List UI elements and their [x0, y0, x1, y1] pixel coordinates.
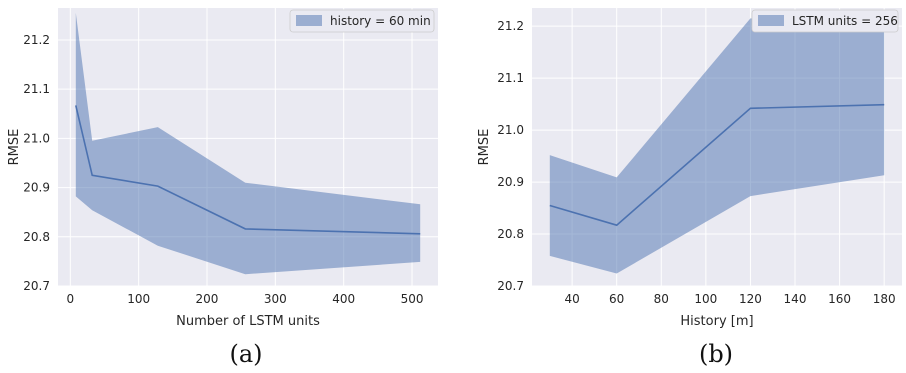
confidence-band-a — [75, 12, 421, 275]
tick-labels-a: 0 100 200 300 400 500 20.7 20.8 20.9 21.0 21.1 21.2 — [23, 33, 423, 306]
x-axis-label-b: History [m] — [680, 314, 753, 329]
legend-swatch-a — [296, 15, 322, 26]
legend-label-a: history = 60 min — [330, 14, 431, 28]
x-tick-label: 300 — [264, 292, 287, 306]
x-tick-label: 120 — [739, 292, 762, 306]
y-tick-label: 21.0 — [23, 131, 50, 145]
x-tick-label: 80 — [654, 292, 669, 306]
panel-b: 40 60 80 100 120 140 160 180 20.7 20.8 20.9 21.0 21.… — [477, 8, 902, 368]
y-tick-label: 20.7 — [23, 279, 50, 293]
y-axis-label-a: RMSE — [7, 129, 22, 166]
x-tick-label: 0 — [66, 292, 74, 306]
series-line-a — [75, 105, 421, 235]
y-tick-label: 20.7 — [497, 279, 524, 293]
legend-box-b — [751, 9, 899, 33]
legend-b: LSTM units = 256 — [751, 9, 899, 33]
series-line — [549, 103, 885, 227]
x-tick-label: 60 — [609, 292, 624, 306]
y-axis-label-b: RMSE — [477, 129, 492, 166]
caption-a: (a) — [229, 340, 262, 368]
x-tick-label: 400 — [332, 292, 355, 306]
x-tick-label: 40 — [564, 292, 579, 306]
x-tick-label: 160 — [828, 292, 851, 306]
x-tick-label: 200 — [196, 292, 219, 306]
y-tick-label: 21.2 — [497, 19, 524, 33]
x-tick-label: 500 — [401, 292, 424, 306]
x-tick-label: 100 — [694, 292, 717, 306]
y-tick-label: 20.9 — [497, 175, 524, 189]
series-line-b — [549, 103, 885, 227]
y-tick-label: 21.2 — [23, 33, 50, 47]
tick-labels-b: 40 60 80 100 120 140 160 180 20.7 20.8 20.9 21.0 21.… — [497, 19, 895, 306]
panel-a: 0 100 200 300 400 500 20.7 20.8 20.9 21.0 21.1 21.2… — [7, 8, 438, 368]
y-tick-label: 21.1 — [23, 82, 50, 96]
x-tick-label: 100 — [127, 292, 150, 306]
legend-box-a — [289, 9, 435, 33]
x-axis-label-a: Number of LSTM units — [176, 314, 320, 329]
legend-a: history = 60 min — [289, 9, 435, 33]
y-tick-label: 20.8 — [23, 230, 50, 244]
legend-label-b: LSTM units = 256 — [792, 14, 898, 28]
y-tick-label: 21.1 — [497, 71, 524, 85]
y-tick-label: 21.0 — [497, 123, 524, 137]
y-tick-label: 20.8 — [497, 227, 524, 241]
legend-swatch-b — [758, 15, 784, 26]
y-tick-label: 20.9 — [23, 181, 50, 195]
x-tick-label: 140 — [784, 292, 807, 306]
caption-b: (b) — [699, 340, 733, 368]
x-tick-label: 180 — [873, 292, 896, 306]
